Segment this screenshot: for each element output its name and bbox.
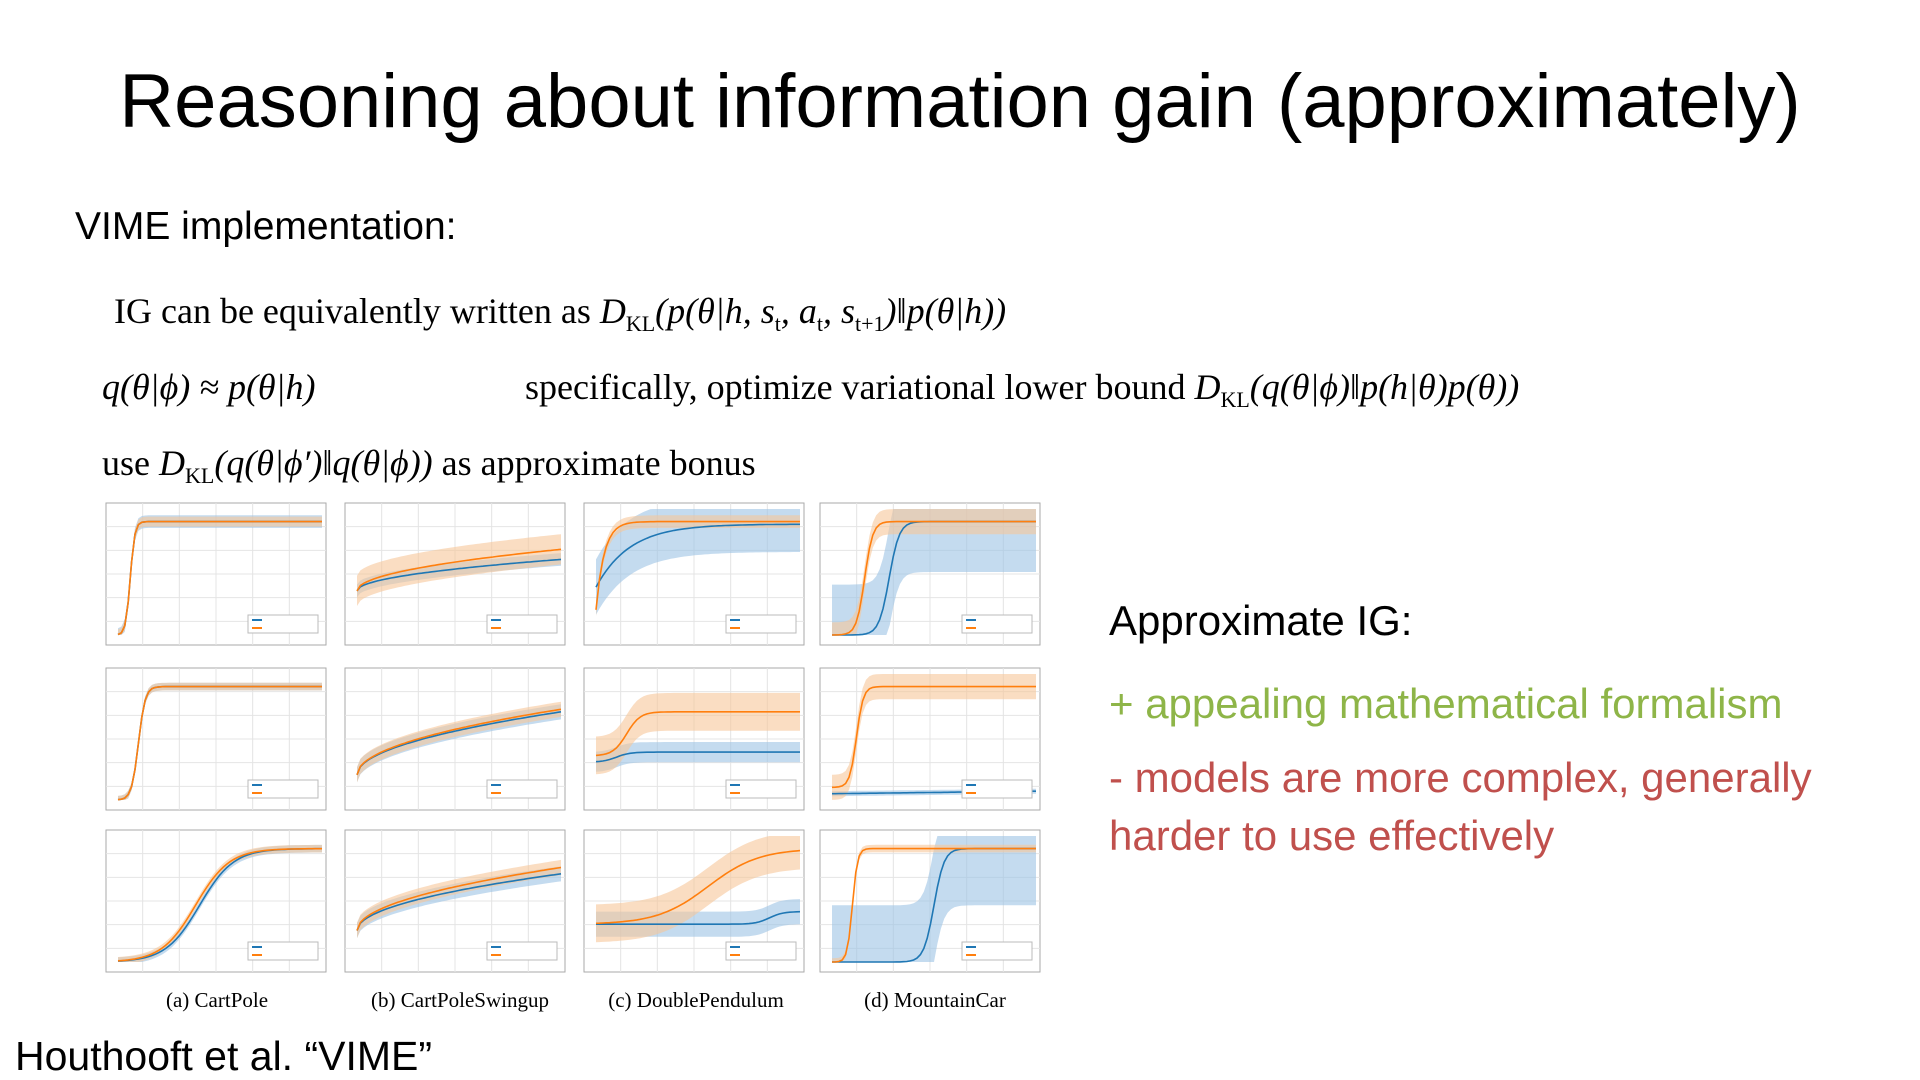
con-point: harder to use effectively <box>1109 812 1555 859</box>
confidence-band <box>596 509 800 615</box>
curve-blue <box>595 751 800 763</box>
curve-blue <box>596 910 801 925</box>
formula: specifically, optimize variational lower… <box>525 366 1520 411</box>
confidence-band <box>596 742 800 772</box>
con-point: - models are more complex, generally <box>1109 754 1812 801</box>
curve-orange <box>831 847 1036 963</box>
curve-orange <box>831 520 1036 636</box>
summary-heading: Approximate IG: <box>1109 597 1413 644</box>
confidence-band <box>357 534 561 606</box>
formula: IG can be equivalently written as DKL(p(… <box>114 290 1007 335</box>
subscript: KL <box>185 463 215 488</box>
formula: use DKL(q(θ|ϕ′)‖q(θ|ϕ)) as approximate b… <box>102 442 756 487</box>
legend-box <box>247 614 319 634</box>
formula-part: IG can be equivalently written as <box>114 291 600 331</box>
formula-part: , s <box>822 291 855 331</box>
curve-blue <box>595 523 800 588</box>
confidence-band <box>832 836 1036 962</box>
legend-box <box>486 941 558 961</box>
citation: Houthooft et al. “VIME” <box>15 1033 433 1079</box>
curve-blue <box>356 711 562 776</box>
curve-orange <box>595 849 801 925</box>
figure-caption: (d) MountainCar <box>864 988 1006 1012</box>
curve-blue <box>356 873 562 931</box>
curve-orange <box>356 866 562 931</box>
subscript: KL <box>625 311 656 336</box>
figure-caption: (c) DoublePendulum <box>608 988 784 1012</box>
results-figure <box>105 502 1041 973</box>
legend-box <box>725 941 797 961</box>
formula-part: (q(θ|ϕ)‖p(h|θ)p(θ)) <box>1249 367 1520 407</box>
formula-part: , a <box>780 291 817 331</box>
figure-caption: (b) CartPoleSwingup <box>371 988 549 1012</box>
legend-box <box>961 614 1033 634</box>
subscript: t <box>774 311 781 336</box>
legend-box <box>725 614 797 634</box>
curve-orange <box>595 520 800 610</box>
curve-orange <box>117 520 322 636</box>
pro-point: + appealing mathematical formalism <box>1109 680 1783 727</box>
confidence-band <box>118 844 322 962</box>
formula-part: (p(θ|h, s <box>655 291 775 331</box>
formula-part: as approximate bonus <box>432 443 756 483</box>
confidence-band <box>357 866 561 939</box>
curve-orange <box>831 685 1036 789</box>
legend-box <box>486 614 558 634</box>
legend-box <box>247 941 319 961</box>
formula-part: use <box>102 443 159 483</box>
confidence-band <box>832 509 1036 635</box>
formula-part: (q(θ|ϕ′)‖q(θ|ϕ)) <box>214 443 433 483</box>
legend-box <box>961 779 1033 799</box>
subscript: t <box>816 311 823 336</box>
subscript: KL <box>1220 387 1250 412</box>
formula-part: D <box>159 443 185 483</box>
confidence-band <box>596 515 800 617</box>
curve-orange <box>356 708 562 776</box>
confidence-band <box>118 516 322 635</box>
formula-part: )‖p(θ|h)) <box>884 291 1007 331</box>
confidence-band <box>357 859 561 939</box>
legend-box <box>247 779 319 799</box>
confidence-band <box>596 836 800 943</box>
curve-orange <box>595 711 800 757</box>
formula-part: D <box>599 291 626 331</box>
legend-box <box>961 941 1033 961</box>
formula-part: specifically, optimize variational lower… <box>525 367 1195 407</box>
curve-orange <box>117 685 322 801</box>
legend-box <box>725 779 797 799</box>
slide-title: Reasoning about information gain (approx… <box>119 59 1801 144</box>
curve-orange <box>356 548 562 592</box>
formula: q(θ|ϕ) ≈ p(θ|h) <box>102 366 316 408</box>
figure-caption: (a) CartPole <box>165 988 269 1012</box>
formula-part: q(θ|ϕ) ≈ p(θ|h) <box>102 367 316 407</box>
legend-box <box>486 779 558 799</box>
formula-part: D <box>1194 367 1221 407</box>
confidence-band <box>357 701 561 783</box>
section-heading: VIME implementation: <box>75 205 457 248</box>
curve-orange <box>117 847 322 962</box>
curve-blue <box>356 558 562 592</box>
subscript: t+1 <box>855 311 885 336</box>
